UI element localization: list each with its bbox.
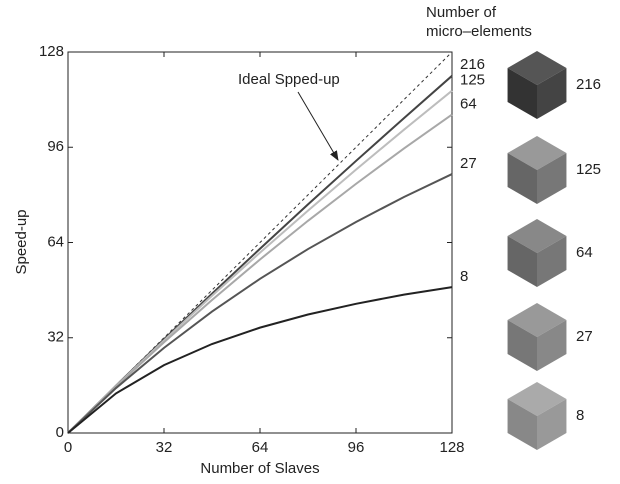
x-tick-label: 128	[439, 439, 464, 456]
y-tick-label: 32	[47, 329, 64, 346]
legend-icon	[507, 153, 537, 204]
series-line	[67, 173, 453, 434]
legend-icons	[507, 51, 567, 450]
legend-icon	[537, 399, 567, 450]
series-line	[67, 113, 453, 434]
y-tick-label: 128	[39, 43, 64, 60]
y-tick-label: 96	[47, 138, 64, 155]
legend-icon	[507, 399, 537, 450]
series-end-label: 27	[460, 155, 477, 172]
annotation: Ideal Spped-up	[238, 71, 340, 88]
legend-icon	[507, 236, 537, 287]
series-end-label: 64	[460, 95, 477, 112]
legend-label: 125	[576, 161, 601, 178]
legend-icon	[507, 68, 537, 119]
legend-title: Number of	[426, 4, 497, 21]
legend-label: 8	[576, 407, 584, 424]
legend-icon	[537, 68, 567, 119]
legend-label: 216	[576, 76, 601, 93]
series-end-label: 8	[460, 268, 468, 285]
legend-title: micro–elements	[426, 23, 532, 40]
legend-label: 64	[576, 244, 593, 261]
y-tick-label: 64	[47, 233, 64, 250]
legend-label: 27	[576, 328, 593, 345]
x-tick-label: 0	[64, 439, 72, 456]
annotation-arrow	[297, 91, 339, 161]
series-line	[67, 286, 453, 434]
x-tick-label: 96	[348, 439, 365, 456]
legend-icon	[537, 153, 567, 204]
x-tick-label: 64	[252, 439, 269, 456]
legend-icon	[537, 236, 567, 287]
series-end-label: 216	[460, 56, 485, 73]
legend-icon	[507, 320, 537, 371]
series-end-label: 125	[460, 72, 485, 89]
legend-icon	[537, 320, 567, 371]
x-tick-label: 32	[156, 439, 173, 456]
y-tick-label: 0	[56, 424, 64, 441]
x-axis-label: Number of Slaves	[200, 460, 319, 477]
series-line	[67, 89, 453, 434]
y-axis-label: Speed-up	[13, 209, 30, 274]
